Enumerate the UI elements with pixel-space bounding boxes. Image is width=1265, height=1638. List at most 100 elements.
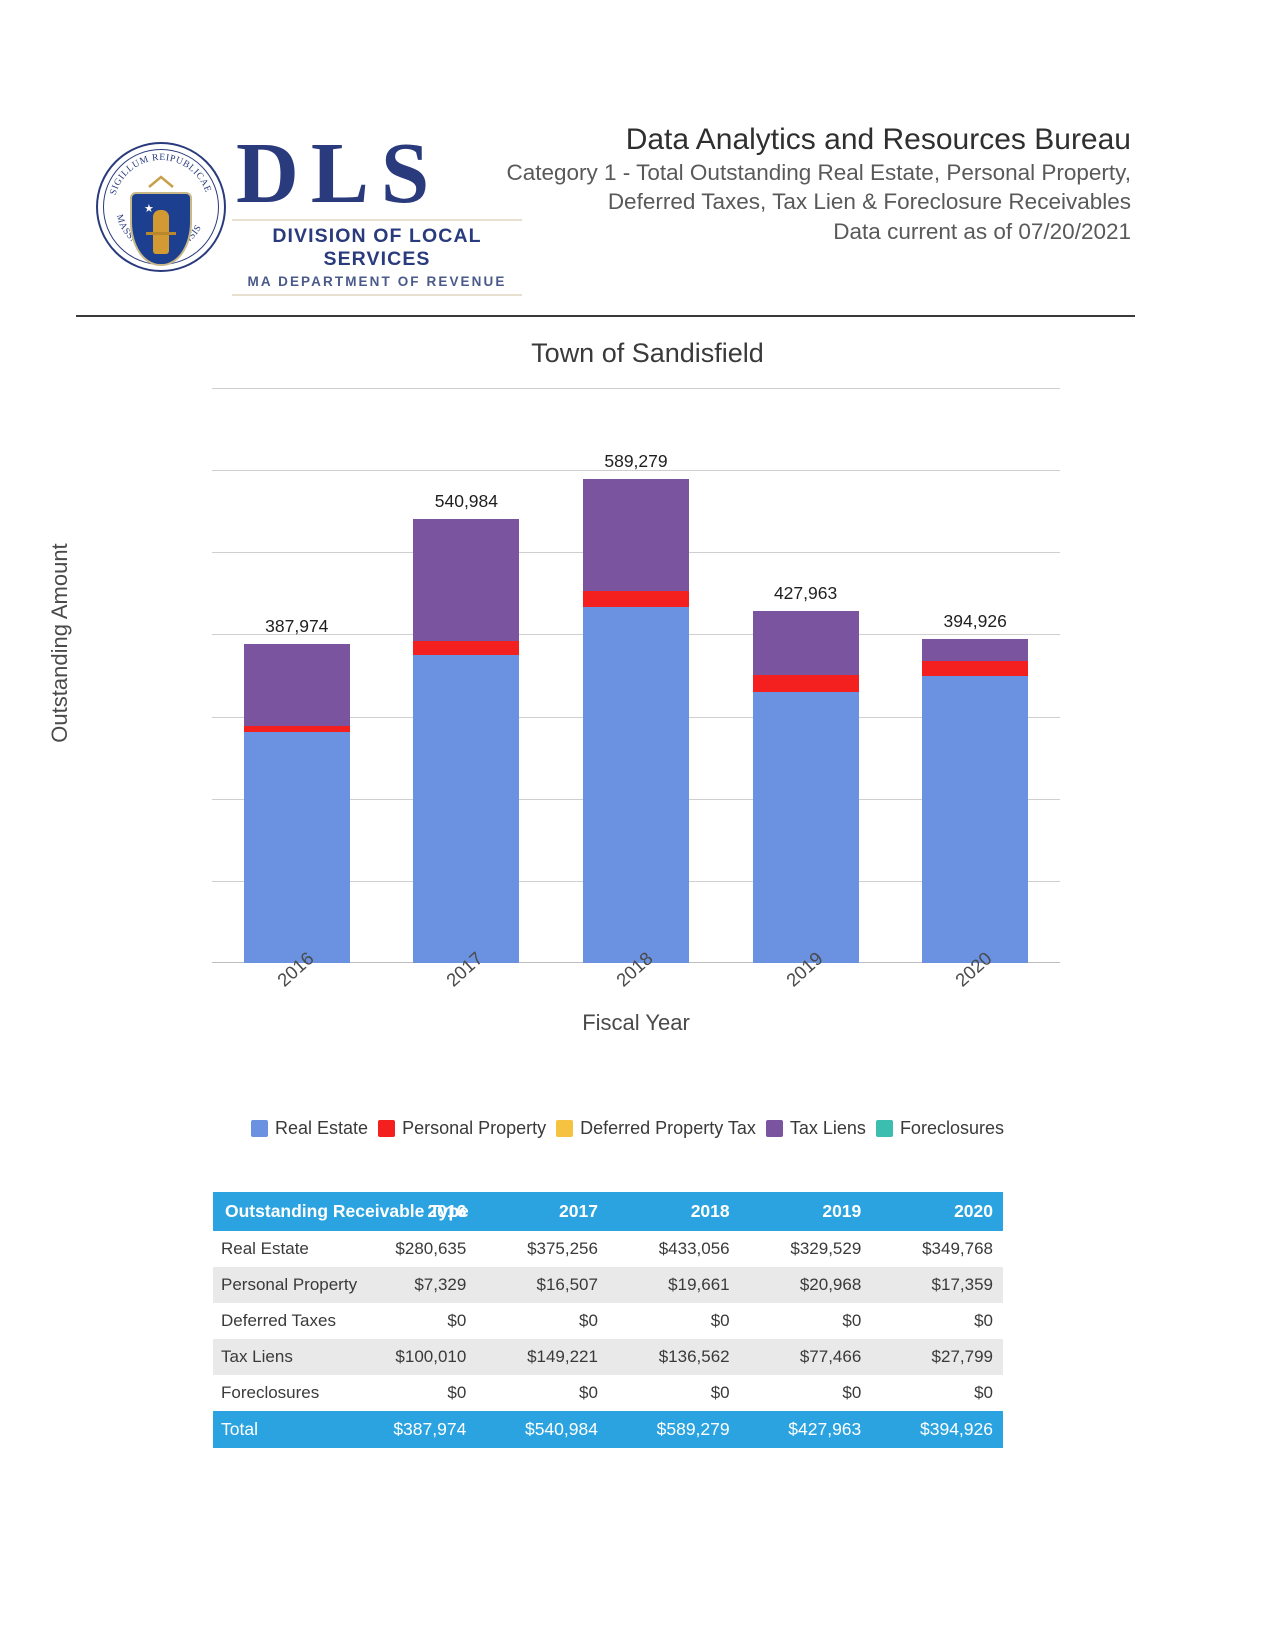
table-header-year: 2020	[871, 1192, 1003, 1231]
table-cell-value: $0	[710, 1311, 730, 1330]
bar-segment[interactable]	[583, 607, 689, 963]
bar-segment[interactable]	[583, 591, 689, 608]
chart-container: Town of Sandisfield Outstanding Amount $…	[0, 330, 1265, 1060]
table-cell-value: $19,661	[607, 1267, 740, 1303]
table-cell-value: $149,221	[476, 1339, 608, 1375]
table-cell-value: $20,968	[739, 1267, 872, 1303]
legend-label: Personal Property	[402, 1118, 547, 1138]
table-cell-value: $0	[974, 1383, 993, 1402]
legend-swatch-icon	[875, 1120, 893, 1137]
dls-logo: DLS DIVISION OF LOCAL SERVICES MA DEPART…	[232, 124, 532, 296]
bar-segment[interactable]	[243, 726, 350, 733]
category-line-1: Category 1 - Total Outstanding Real Esta…	[506, 159, 1132, 185]
bar-segment[interactable]	[752, 611, 859, 676]
table-cell-value: $16,507	[476, 1267, 608, 1303]
legend-swatch-icon	[378, 1120, 396, 1137]
gridline	[212, 470, 1060, 472]
legend-label: Tax Liens	[789, 1118, 866, 1138]
legend-item[interactable]: Real Estate	[251, 1118, 368, 1139]
legend-swatch-icon	[765, 1120, 783, 1137]
table-cell-value: $0	[710, 1383, 730, 1402]
bar-segment[interactable]	[413, 654, 520, 963]
x-axis-title: Fiscal Year	[582, 1010, 690, 1035]
bar-total-label: 387,974	[265, 616, 329, 637]
table-cell-total: $427,963	[739, 1411, 872, 1448]
table-header-year: 2019	[739, 1192, 872, 1231]
table-cell-value: $433,056	[658, 1239, 730, 1258]
table-row: Tax Liens $100,010 $149,221 $136,562 $77,466…	[213, 1339, 1003, 1375]
dls-wordmark: DLS	[236, 124, 442, 221]
legend-label: Deferred Property Tax	[580, 1118, 756, 1138]
table-cell-total: $387,974	[344, 1411, 477, 1448]
bar-segment[interactable]	[243, 732, 350, 963]
bureau-title: Data Analytics and Resources Bureau	[625, 123, 1131, 156]
table-cell-value: $136,562	[607, 1339, 740, 1375]
bar-total-label: 394,926	[943, 610, 1007, 631]
table-header-year: 2018	[607, 1192, 740, 1231]
chart-title: Town of Sandisfield	[531, 338, 764, 368]
data-table-container: Outstanding Receivable Type 2016 2017 2018 2…	[213, 1192, 1003, 1448]
table-header-row: Outstanding Receivable Type 2016 2017 2018 2…	[213, 1192, 1003, 1231]
table-cell-label: Total	[213, 1411, 345, 1448]
legend-swatch-icon	[251, 1120, 268, 1137]
table-cell-value: $0	[447, 1311, 467, 1330]
bar-segment[interactable]	[922, 675, 1029, 963]
bar-segment[interactable]	[922, 638, 1029, 662]
logo-divider-top	[232, 218, 522, 221]
legend-label: Real Estate	[275, 1118, 369, 1138]
table-cell-value: $375,256	[527, 1239, 598, 1258]
table-cell-total: $394,926	[871, 1411, 1003, 1448]
table-head: Outstanding Receivable Type 2016 2017 2018 2…	[213, 1192, 1003, 1231]
bar-total-label: 589,279	[604, 450, 668, 471]
logo-divider-bottom	[232, 293, 522, 296]
category-line-2: Deferred Taxes, Tax Lien & Foreclosure R…	[607, 189, 1131, 215]
dls-subtitle-division: DIVISION OF LOCAL SERVICES	[272, 224, 482, 270]
bar-segment[interactable]	[752, 675, 859, 693]
gridline	[212, 388, 1060, 389]
table-cell-value: $0	[842, 1311, 862, 1330]
dls-subtitle-department: MA DEPARTMENT OF REVENUE	[247, 273, 507, 289]
bar-total-label: 540,984	[434, 490, 499, 511]
legend-item[interactable]: Foreclosures	[875, 1118, 1004, 1139]
chart-legend: Real Estate Personal Property Deferred Pro…	[0, 1118, 1265, 1139]
table-cell-value: $280,635	[395, 1239, 467, 1258]
table-cell-value: $27,799	[871, 1339, 1003, 1375]
table-cell-value: $0	[579, 1311, 598, 1330]
bar-segment[interactable]	[243, 644, 350, 727]
data-current-as-of: Data current as of 07/20/2021	[833, 218, 1131, 244]
table-cell-value: $100,010	[344, 1339, 477, 1375]
table-cell-label: Foreclosures	[221, 1383, 320, 1402]
legend-item[interactable]: Deferred Property Tax	[556, 1118, 756, 1139]
table-cell-label: Tax Liens	[213, 1339, 345, 1375]
table-row: Real Estate $280,635 $375,256 $433,056 $329,…	[213, 1231, 1003, 1267]
bar-segment[interactable]	[752, 692, 859, 963]
table-header-year: 2017	[476, 1192, 608, 1231]
table-cell-value: $77,466	[739, 1339, 872, 1375]
table-cell-value: $17,359	[871, 1267, 1003, 1303]
bar-segment[interactable]	[922, 661, 1029, 676]
header-titles: Data Analytics and Resources Bureau Cate…	[507, 123, 1132, 247]
bar-segment[interactable]	[413, 518, 520, 642]
table-cell-value: $329,529	[790, 1239, 862, 1258]
table-row: Foreclosures $0 $0 $0 $0 $0	[213, 1375, 1003, 1411]
table-body: Real Estate $280,635 $375,256 $433,056 $329,…	[213, 1231, 1003, 1448]
table-row: Deferred Taxes $0 $0 $0 $0 $0	[213, 1303, 1003, 1339]
header-horizontal-rule	[76, 315, 1135, 317]
table-cell-value: $0	[974, 1311, 993, 1330]
table-cell-label: Personal Property	[213, 1267, 357, 1303]
table-header-year: 2016	[344, 1192, 477, 1231]
table-cell-value: $0	[447, 1383, 467, 1402]
table-cell-value: $7,329	[344, 1267, 477, 1303]
bar-segment[interactable]	[583, 478, 689, 592]
table-cell-value: $349,768	[922, 1239, 993, 1258]
table-cell-label: Deferred Taxes	[221, 1311, 336, 1330]
table-cell-total: $589,279	[607, 1411, 740, 1448]
legend-item[interactable]: Tax Liens	[765, 1118, 866, 1139]
table-header-type: Outstanding Receivable Type	[213, 1192, 469, 1231]
page-header: SIGILLUM REIPUBLICAE MASSACHUSETTENSIS ★…	[0, 0, 1265, 320]
table-cell-label: Real Estate	[221, 1239, 309, 1258]
table-cell-value: $0	[842, 1383, 862, 1402]
bar-segment[interactable]	[413, 641, 520, 655]
legend-item[interactable]: Personal Property	[378, 1118, 546, 1139]
table-cell-value: $0	[579, 1383, 598, 1402]
